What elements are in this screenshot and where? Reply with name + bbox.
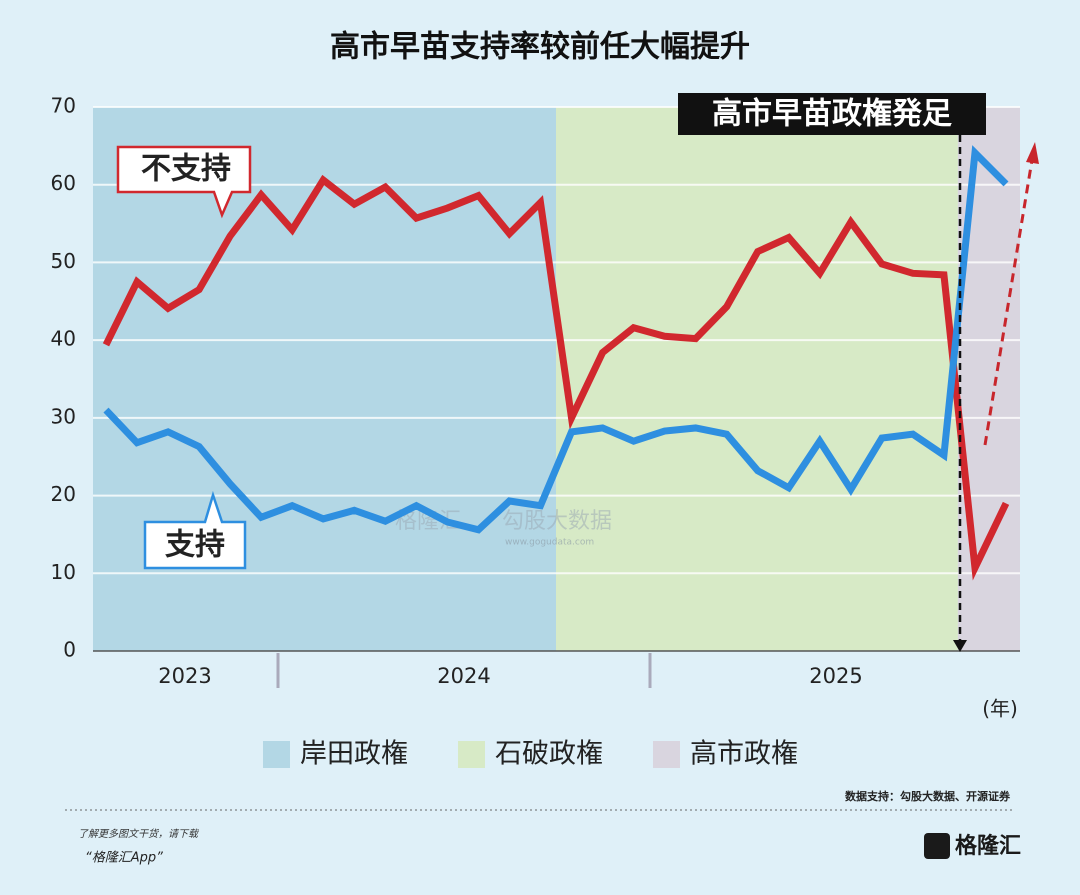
period-band bbox=[556, 107, 958, 651]
period-band bbox=[957, 107, 1020, 651]
footer-text: 了解更多图文干货，请下载 bbox=[78, 828, 200, 840]
legend-swatch bbox=[458, 741, 485, 768]
data-line bbox=[103, 145, 1009, 534]
callout-box bbox=[116, 145, 252, 219]
legend-swatch bbox=[653, 741, 680, 768]
legend-swatch bbox=[263, 741, 290, 768]
data-line bbox=[102, 174, 1010, 581]
logo-mark bbox=[924, 833, 950, 859]
series-label: 支持 bbox=[165, 528, 225, 563]
callout-box bbox=[143, 490, 247, 570]
y-tick-label: 60 bbox=[51, 171, 76, 195]
y-tick-label: 50 bbox=[51, 249, 76, 273]
series-label: 不支持 bbox=[141, 152, 231, 187]
x-unit: (年) bbox=[982, 697, 1018, 721]
legend-label: 高市政権 bbox=[690, 739, 798, 770]
chart-title: 高市早苗支持率较前任大幅提升 bbox=[330, 30, 750, 65]
footer-text: “格隆汇App” bbox=[85, 851, 163, 866]
y-tick-label: 0 bbox=[63, 638, 76, 662]
trend-arrow-head bbox=[1026, 142, 1039, 164]
legend-label: 石破政権 bbox=[495, 739, 603, 770]
x-year-label: 2025 bbox=[809, 664, 862, 688]
inauguration-arrow bbox=[953, 640, 967, 652]
x-year-label: 2023 bbox=[158, 664, 211, 688]
logo-text: 格隆汇 bbox=[955, 833, 1021, 859]
watermark: www.gogudata.com bbox=[505, 538, 594, 548]
source: 数据支持：勾股大数据、开源证券 bbox=[845, 789, 1011, 803]
y-tick-label: 20 bbox=[51, 482, 76, 506]
trend-arrow bbox=[983, 159, 1034, 446]
annotation-label: 高市早苗政権発足 bbox=[712, 97, 952, 132]
x-year-label: 2024 bbox=[437, 664, 490, 688]
y-tick-label: 40 bbox=[51, 327, 76, 351]
watermark: 勾股大数据 bbox=[502, 509, 612, 534]
legend-label: 岸田政権 bbox=[300, 739, 408, 770]
annotation-box bbox=[678, 93, 986, 135]
y-tick-label: 70 bbox=[51, 94, 76, 118]
y-tick-label: 10 bbox=[51, 560, 76, 584]
y-tick-label: 30 bbox=[51, 404, 76, 428]
